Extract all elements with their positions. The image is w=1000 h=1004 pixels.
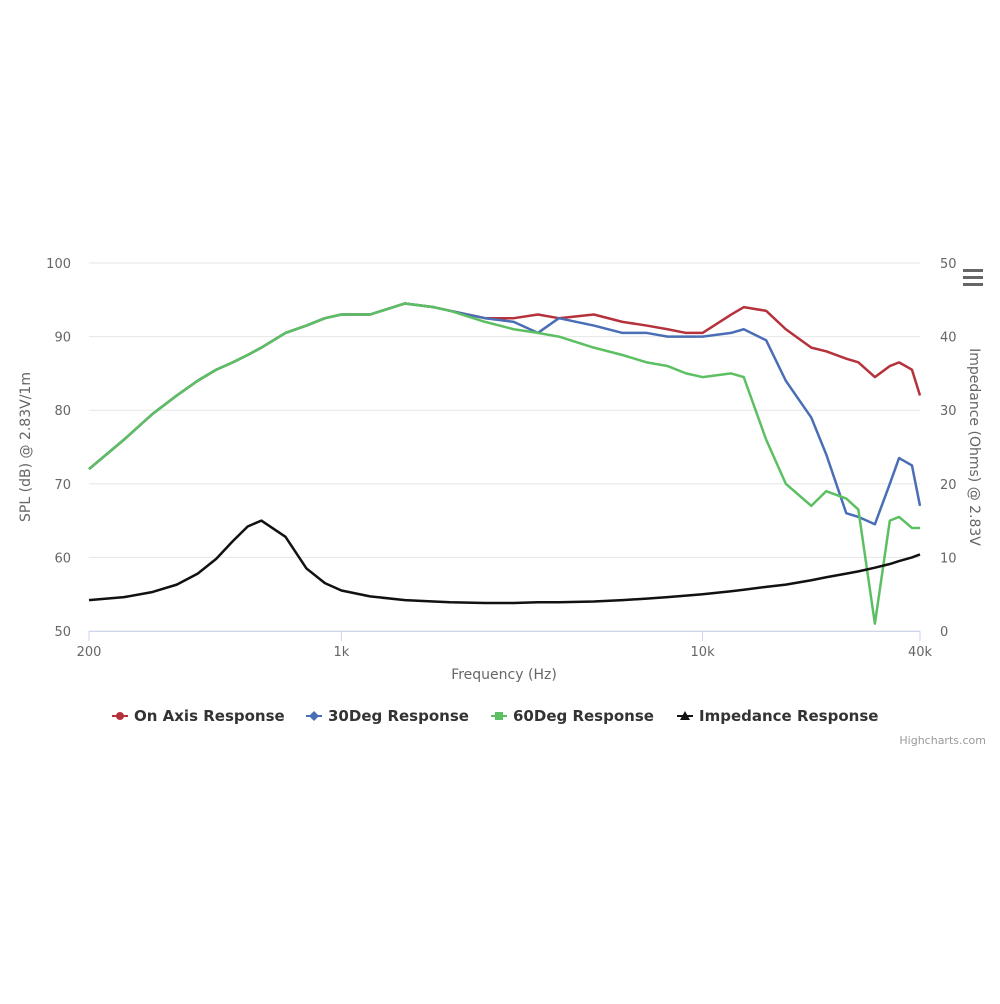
legend-item[interactable]: 60Deg Response [491,707,654,725]
legend-label: Impedance Response [699,707,878,725]
x-tick-label: 1k [334,645,350,660]
legend-marker [309,711,319,721]
x-tick-label: 200 [77,645,102,660]
menu-button[interactable] [963,269,983,286]
menu-bar [963,283,983,286]
legend-item[interactable]: Impedance Response [677,707,878,725]
series-line [88,302,922,471]
x-axis-title: Frequency (Hz) [451,667,557,683]
menu-bar [963,276,983,279]
legend-item[interactable]: 30Deg Response [306,707,469,725]
legend-marker [680,711,690,720]
legend-item[interactable]: On Axis Response [112,707,285,725]
y-tick-label: 70 [54,478,71,493]
y2-tick-label: 40 [940,331,957,346]
y2-tick-label: 0 [940,625,948,640]
y-tick-label: 80 [54,404,71,419]
y2-tick-label: 50 [940,257,957,272]
x-tick-label: 10k [691,645,716,660]
y-tick-label: 90 [54,331,71,346]
menu-bar [963,269,983,272]
y2-tick-label: 30 [940,404,957,419]
y-tick-label: 100 [46,257,71,272]
series-line [88,519,921,605]
legend-label: 60Deg Response [513,707,654,725]
legend-label: On Axis Response [134,707,285,725]
legend-label: 30Deg Response [328,707,469,725]
credits[interactable]: Highcharts.com [899,734,986,747]
series-line [88,302,920,625]
y2-axis-title: Impedance (Ohms) @ 2.83V [966,348,982,546]
y-axis-title: SPL (dB) @ 2.83V/1m [18,372,34,522]
legend-marker [495,712,503,720]
y-tick-label: 60 [54,551,71,566]
legend-marker [116,712,124,720]
x-tick-label: 40k [908,645,933,660]
y-tick-label: 50 [54,625,71,640]
y2-tick-label: 20 [940,478,957,493]
y2-tick-label: 10 [940,551,957,566]
